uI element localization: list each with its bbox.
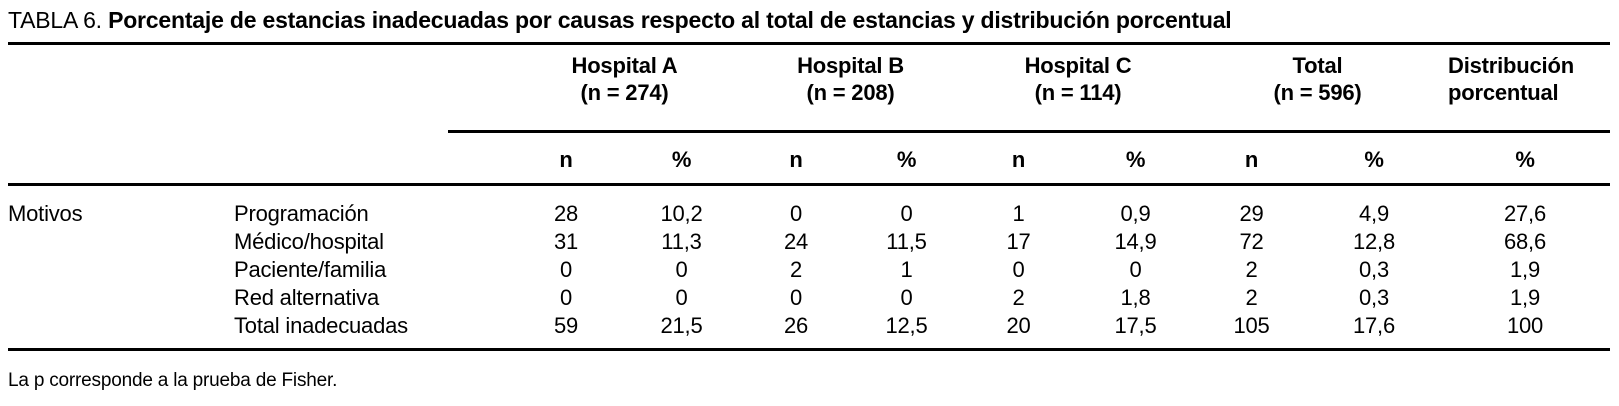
header-hospital-c-n: (n = 114)	[1034, 80, 1122, 105]
cell: 0	[789, 201, 803, 226]
row-group-label: Motivos	[8, 201, 83, 226]
rule-top	[8, 42, 1610, 45]
cell: 0	[559, 285, 573, 310]
header-hospital-b: Hospital B (n = 208)	[740, 52, 961, 106]
cell: 11,5	[886, 229, 927, 254]
cell: 0	[675, 257, 688, 282]
cell: 0	[789, 285, 803, 310]
cell: 0	[1129, 257, 1142, 282]
cell: 17,6	[1352, 313, 1396, 338]
subheader-spacer-motivos	[8, 142, 234, 178]
cell: 11,3	[661, 229, 702, 254]
cell: 2	[1245, 257, 1258, 282]
cell: 59	[553, 313, 579, 338]
row-label: Paciente/familia	[234, 257, 387, 282]
rule-under-subheaders	[8, 183, 1610, 186]
header-spacer-category	[234, 52, 509, 106]
header-hospital-b-label: Hospital B	[797, 53, 904, 78]
cell: 0	[900, 201, 913, 226]
cell: 2	[1012, 285, 1025, 310]
cell: 1	[1012, 201, 1025, 226]
row-group-spacer	[8, 284, 234, 312]
header-distribucion-line1: Distribución	[1448, 53, 1574, 78]
cell: 4,9	[1359, 201, 1389, 226]
row-label: Médico/hospital	[234, 229, 384, 254]
header-distribucion: Distribución porcentual	[1440, 52, 1610, 106]
cell: 0	[900, 285, 913, 310]
table-title-text: Porcentaje de estancias inadecuadas por …	[108, 7, 1232, 33]
cell: 1,9	[1510, 285, 1540, 310]
subheader-pct-a: %	[671, 147, 692, 172]
row-label: Programación	[234, 201, 369, 226]
header-total-label: Total	[1292, 53, 1343, 78]
subheader-n-c: n	[1011, 147, 1026, 172]
cell: 17,5	[1114, 313, 1157, 338]
cell: 2	[789, 257, 803, 282]
rule-under-group-headers	[448, 130, 1610, 133]
cell: 1,9	[1510, 257, 1540, 282]
header-hospital-c: Hospital C (n = 114)	[961, 52, 1195, 106]
cell: 0,3	[1359, 285, 1389, 310]
cell: 26	[783, 313, 809, 338]
cell: 2	[1245, 285, 1258, 310]
subheader-pct-c: %	[1125, 147, 1146, 172]
subheader-spacer-category	[234, 142, 509, 178]
cell: 20	[1006, 313, 1031, 338]
cell: 1,8	[1120, 285, 1151, 310]
cell: 31	[553, 229, 579, 254]
row-group-spacer	[8, 228, 234, 256]
cell: 0	[1012, 257, 1025, 282]
subheader-pct-total: %	[1364, 147, 1384, 172]
subheader-n-total: n	[1244, 147, 1259, 172]
cell: 100	[1506, 313, 1544, 338]
subheader-n-b: n	[789, 147, 803, 172]
cell: 105	[1233, 313, 1270, 338]
header-row: Hospital A (n = 274) Hospital B (n = 208…	[8, 52, 1610, 106]
subheader-pct-dist: %	[1515, 147, 1535, 172]
cell: 0,9	[1120, 201, 1151, 226]
table-footnote: La p corresponde a la prueba de Fisher.	[8, 370, 338, 391]
cell: 10,2	[660, 201, 703, 226]
row-group-spacer	[8, 256, 234, 284]
header-hospital-a: Hospital A (n = 274)	[509, 52, 740, 106]
header-hospital-a-n: (n = 274)	[580, 80, 669, 105]
cell: 21,5	[660, 313, 703, 338]
cell: 1	[900, 257, 913, 282]
row-group-spacer	[8, 312, 234, 340]
header-hospital-a-label: Hospital A	[571, 53, 678, 78]
header-total-n: (n = 596)	[1273, 80, 1362, 105]
row-label: Total inadecuadas	[234, 313, 408, 338]
cell: 24	[783, 229, 809, 254]
table-title: TABLA 6. Porcentaje de estancias inadecu…	[8, 6, 1232, 34]
cell: 12,5	[885, 313, 928, 338]
rule-bottom	[8, 348, 1610, 351]
cell: 68,6	[1503, 229, 1547, 254]
cell: 17	[1006, 229, 1031, 254]
cell: 14,9	[1114, 229, 1157, 254]
header-spacer-motivos	[8, 52, 234, 106]
subheader-row: n % n % n % n % %	[8, 142, 1610, 178]
header-total: Total (n = 596)	[1195, 52, 1440, 106]
table-body: Motivos Programación 28 10,2 0 0 1 0,9 2…	[8, 200, 1610, 340]
cell: 0	[675, 285, 688, 310]
cell: 72	[1239, 229, 1264, 254]
row-label: Red alternativa	[234, 285, 379, 310]
cell: 12,8	[1352, 229, 1396, 254]
header-hospital-b-n: (n = 208)	[806, 80, 895, 105]
cell: 0	[559, 257, 573, 282]
table-number: TABLA 6.	[8, 7, 102, 33]
cell: 27,6	[1503, 201, 1547, 226]
cell: 28	[553, 201, 579, 226]
cell: 0,3	[1359, 257, 1389, 282]
subheader-n-a: n	[559, 147, 573, 172]
header-hospital-c-label: Hospital C	[1024, 53, 1132, 78]
header-distribucion-line2: porcentual	[1448, 80, 1559, 105]
cell: 29	[1239, 201, 1264, 226]
subheader-pct-b: %	[896, 147, 917, 172]
